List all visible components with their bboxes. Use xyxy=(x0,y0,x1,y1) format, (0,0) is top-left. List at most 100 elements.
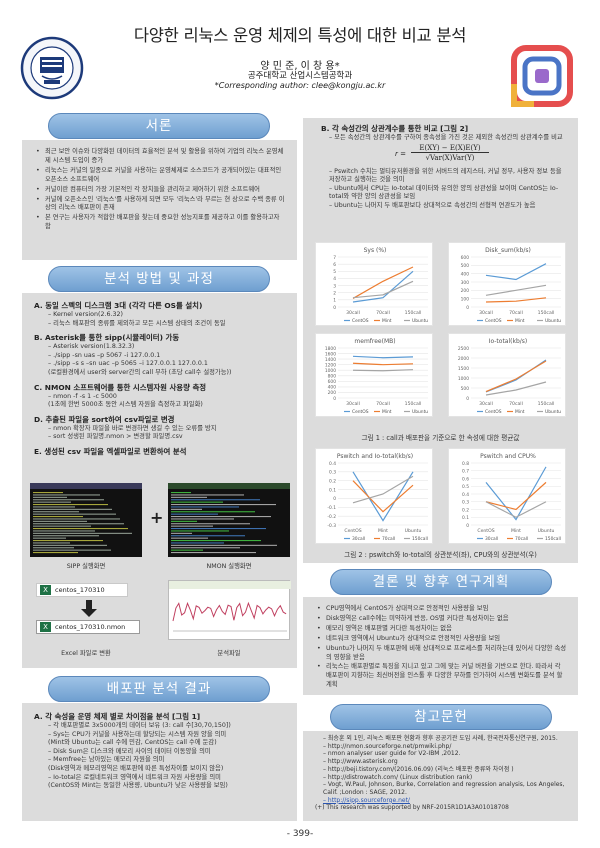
method-step-heading: D. 추출된 파일을 sort하여 csv파일로 변경 xyxy=(34,414,175,424)
correlation-line: – Ubuntu에서 CPU는 Io-total 데이터와 유의한 양의 상관성… xyxy=(329,184,559,201)
y-tick-label: 1500 xyxy=(458,366,469,372)
conclusion-bullet: CPU영역에서 CentOS가 상대적으로 안정적인 사용량을 보임 xyxy=(317,605,568,614)
paper-title: 다양한 리눅스 운영 체제의 특성에 대한 비교 분석 xyxy=(133,26,467,45)
y-tick-label: 0.5 xyxy=(462,484,469,490)
corresponding-author: *Corresponding author: clee@kongju.ac.kr xyxy=(214,81,386,90)
method-step-line: – ./sipp -sn uas –p 5067 -i 127.0.0.1 xyxy=(48,351,161,359)
results-line: (CentOS와 Mint는 동일한 사용량, Ubuntu가 낮은 사용량을 … xyxy=(48,782,228,790)
method-step-line: – nmon -f -s 1 -c 5000 xyxy=(48,392,117,400)
y-tick-label: 0.3 xyxy=(329,470,336,476)
sipp-caption: SIPP 실행화면 xyxy=(66,563,106,570)
y-tick-label: 500 xyxy=(461,386,470,392)
legend-label: 70call xyxy=(515,536,528,542)
conclusion-bullet: Disk영역은 call수에는 미약하게 반응, OS별 커다란 특성차이는 없… xyxy=(317,615,568,624)
x-tick-label: 30call xyxy=(346,310,360,316)
figures-panel: Sys (%) 0 1 2 3 4 5 6 7 30call 70call 150call CentOS… xyxy=(303,238,578,563)
y-tick-label: 0 xyxy=(466,523,469,529)
method-step-line: (1초에 한번 5000초 동안 시스템 자원을 측정하고 파일화) xyxy=(48,401,203,409)
series-line-ubuntu xyxy=(485,284,547,296)
analysis-caption: 분석파일 xyxy=(217,650,241,657)
correlation-intro: – 모든 속성간의 상관계수를 구하여 종속성을 가진 것은 제외한 속성간의 … xyxy=(315,134,568,143)
y-tick-label: 2500 xyxy=(458,346,469,352)
y-tick-label: -0.3 xyxy=(327,523,336,529)
y-tick-label: 0 xyxy=(333,305,336,311)
results-line: – Io-total은 로컬네트워크 영역에서 네트워크 자원 사용량을 의미 xyxy=(48,773,221,781)
y-tick-label: 200 xyxy=(461,288,470,294)
x-tick-label: 30call xyxy=(346,401,360,407)
results-line: (Disk영역과 메모리영역은 배포판에 따른 특성차이를 보이지 않음) xyxy=(48,764,224,772)
y-tick-label: 0.2 xyxy=(462,507,469,513)
y-tick-label: 100 xyxy=(461,296,470,302)
y-tick-label: 1000 xyxy=(325,368,336,374)
intro-bullet-list: 최근 보안 이슈와 다양화된 데이터의 효율적인 분석 및 활용을 위하여 기업… xyxy=(36,148,287,232)
y-tick-label: 200 xyxy=(328,390,337,396)
reference-item: – http://beji.tistory.com/(2016.06.09) (… xyxy=(323,765,514,773)
chart-title: memfree(MB) xyxy=(354,338,395,345)
method-steps: A. 동일 스펙의 디스크램 3대 (각각 다른 OS를 설치) – Kernel… xyxy=(34,301,287,457)
series-line-centos xyxy=(485,263,547,281)
acknowledgement: (+) This research was supported by NRF-2… xyxy=(315,805,509,812)
series-line-30call xyxy=(352,471,414,522)
conclusion-bullet-list: CPU영역에서 CentOS가 상대적으로 안정적인 사용량을 보임Disk영역… xyxy=(317,605,568,690)
y-tick-label: 0.4 xyxy=(462,492,469,498)
method-step-line: (로컬환경에서 user와 server간의 call 부하 (초당 call수… xyxy=(48,368,232,376)
chart-title: Io-total(kb/s) xyxy=(489,338,528,345)
y-tick-label: 1400 xyxy=(325,357,336,363)
page-number: - 399- xyxy=(286,829,314,839)
chart-pswitch-cpu: Pswitch and CPU% 0 0.1 0.2 0.3 0.4 0.5 0.6 0.7 0.… xyxy=(448,448,566,544)
legend-label: Ubuntu xyxy=(412,318,428,324)
y-tick-label: 0.3 xyxy=(462,500,469,506)
affiliation: 공주대학교 산업시스템공학과 xyxy=(247,71,353,81)
results-line: – Memfree는 남아있는 메모리 자원을 의미 xyxy=(48,756,165,764)
results-heading: A. 각 속성을 운영 체제 별로 차이점을 분석 [그림 1] xyxy=(34,712,201,721)
method-step-line: – ./sipp –s s –sn uac –p 5065 –i 127.0.0… xyxy=(48,360,208,368)
x-tick-label: 70call xyxy=(376,401,390,407)
legend-label: 30call xyxy=(485,536,498,542)
series-line-30call xyxy=(485,466,547,521)
correlation-heading: B. 각 속성간의 상관계수를 통한 비교 [그림 2] xyxy=(321,124,469,133)
results-lines: – 각 배포판별로 3x5000개의 데이터 보유 (3: call 수[30,… xyxy=(34,722,287,791)
y-tick-label: 400 xyxy=(461,271,470,277)
legend-label: Mint xyxy=(515,409,525,415)
nmon-file-name: centos_170310.nmon xyxy=(55,623,126,631)
y-tick-label: 600 xyxy=(461,255,470,261)
reference-item: – Vogt, W.Paul, Johnson, Burke, Correlat… xyxy=(323,781,565,796)
y-tick-label: 3 xyxy=(333,283,336,289)
x-tick-label: 30call xyxy=(479,401,493,407)
results-panel: A. 각 속성을 운영 체제 별로 차이점을 분석 [그림 1] – 각 배포판… xyxy=(22,703,297,821)
y-tick-label: 800 xyxy=(328,374,337,380)
y-tick-label: 600 xyxy=(328,379,337,385)
x-tick-label: 70call xyxy=(376,310,390,316)
series-line-ubuntu xyxy=(352,369,414,372)
correlation-lines: – Pswitch 수치는 멀티유저환경을 위한 서버드의 레지스터, 커널 정… xyxy=(315,168,568,211)
y-tick-label: 1000 xyxy=(458,376,469,382)
method-step-heading: E. 생성된 csv 파일을 엑셀파일로 변환하여 분석 xyxy=(34,446,187,456)
x-tick-label: 150call xyxy=(405,310,422,316)
conclusion-bullet: 메모리 영역은 배포판별 커다란 특성차이는 없음 xyxy=(317,625,568,634)
y-tick-label: 0 xyxy=(333,496,336,502)
x-tick-label: 30call xyxy=(479,310,493,316)
down-arrow-icon xyxy=(80,600,98,622)
x-tick-label: 70call xyxy=(509,401,523,407)
correlation-line: – Ubuntu는 나머지 두 배포판보다 상대적으로 속성간의 선형적 연관도… xyxy=(329,201,536,209)
results-line: – Sys는 CPU가 커널을 사용하는데 할당되는 시스템 자원 양을 의미 xyxy=(48,730,227,738)
x-tick-label: 150call xyxy=(538,310,555,316)
nmon-screenshot xyxy=(168,483,290,557)
chart-sys: Sys (%) 0 1 2 3 4 5 6 7 30call 70call 150call CentOS… xyxy=(315,242,433,326)
legend-label: CentOS xyxy=(352,318,369,324)
method-step-line: – Kernel version(2.6.32) xyxy=(48,311,123,318)
excel-caption: Excel 파일로 변환 xyxy=(61,650,111,657)
y-tick-label: 5 xyxy=(333,269,336,275)
reference-list: – 최승훈 외 1인, 리눅스 배포판 현황과 향후 공공기관 도입 사례, 한… xyxy=(315,735,568,804)
excel-file-icon: X xyxy=(40,585,51,595)
intro-bullet: 본 연구는 사용자가 적합한 배포판을 찾는데 중요한 성능지표를 제공하고 이… xyxy=(36,214,287,232)
results-line: – Disk Sum은 디스크와 메모리 사이의 데이터 이동양을 의미 xyxy=(48,747,211,755)
chart-title: Disk_sum(kb/s) xyxy=(485,247,531,254)
nmon-file-item: X centos_170310.nmon xyxy=(36,620,140,634)
series-line-150call xyxy=(485,501,547,518)
conclusion-bullet: Ubuntu가 나머지 두 배포판에 비해 상대적으로 프로세스를 처리하는데 … xyxy=(317,645,568,663)
reference-item: – http://nmon.sourceforge.net/pmwiki.php… xyxy=(323,742,452,750)
legend-label: Mint xyxy=(382,318,392,324)
series-line-150call xyxy=(352,475,414,504)
y-tick-label: 300 xyxy=(461,280,470,286)
